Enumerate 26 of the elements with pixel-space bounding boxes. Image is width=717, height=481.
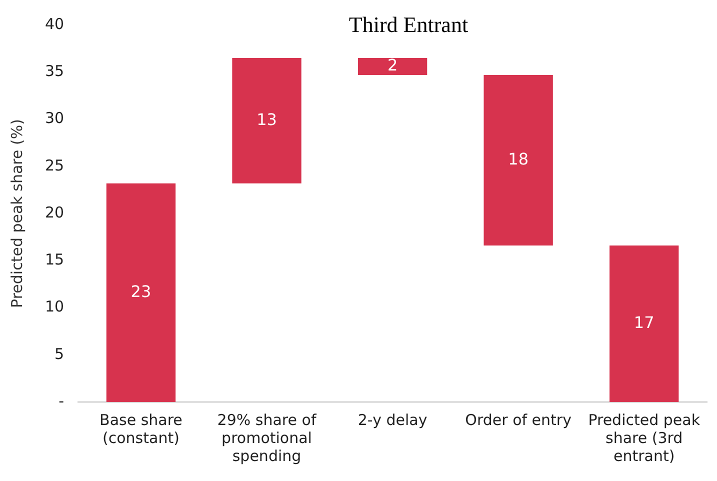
bar (106, 183, 176, 402)
data-label: 18 (508, 149, 529, 168)
x-tick-label: Base share (constant) (100, 410, 182, 447)
x-tick-label: Predicted peak share (3rd entrant) (588, 410, 700, 465)
y-tick-label: 40 (44, 14, 64, 33)
x-tick-label: 2-y delay (358, 410, 428, 429)
y-tick-label: 25 (44, 156, 64, 174)
y-tick-label: 35 (44, 62, 64, 80)
bar (484, 74, 553, 246)
data-label: 23 (130, 282, 152, 301)
y-tick-label: 15 (44, 250, 64, 269)
bar (232, 58, 302, 184)
bar (610, 246, 679, 402)
y-tick-label: 30 (44, 109, 64, 128)
chart-title: Third Entrant (348, 12, 468, 37)
bar (358, 58, 428, 75)
x-tick-label: 29% share of promotional spending (217, 410, 317, 465)
y-tick-label: - (58, 392, 64, 410)
y-axis-title: Predicted peak share (%) (8, 119, 26, 308)
x-tick-label: Order of entry (465, 410, 572, 429)
y-tick-label: 20 (44, 203, 64, 222)
data-label: 2 (387, 56, 398, 75)
y-tick-label: 10 (44, 298, 64, 316)
y-tick-label: 5 (54, 344, 64, 363)
data-label: 13 (256, 110, 277, 129)
data-label: 17 (634, 312, 654, 332)
